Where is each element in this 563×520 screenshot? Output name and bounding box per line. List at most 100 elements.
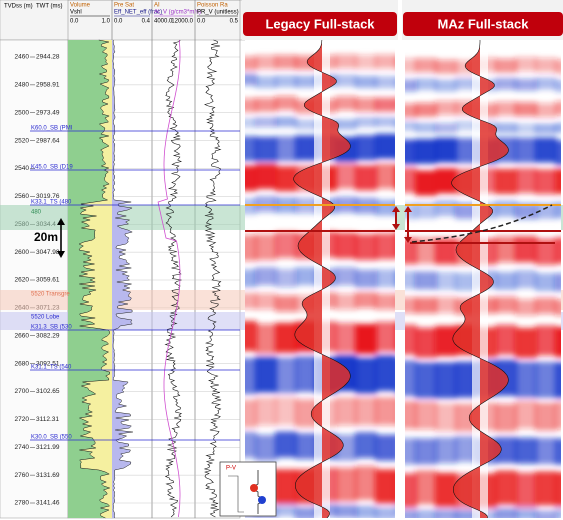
reflection — [375, 76, 397, 88]
reflection — [335, 54, 357, 68]
reflection — [375, 134, 397, 159]
track-title: Pre Sat — [114, 3, 134, 9]
depth-tvdss: 2740 — [15, 444, 30, 451]
reflection — [495, 201, 517, 217]
reflection — [255, 164, 277, 189]
reflection — [515, 236, 537, 262]
reflection — [335, 164, 357, 189]
reflection — [435, 297, 457, 313]
depth-twt: 2987.64 — [36, 137, 60, 144]
reflection — [375, 397, 397, 425]
reflection — [495, 102, 517, 116]
reflection — [355, 292, 377, 308]
reflection — [255, 357, 277, 393]
reflection — [275, 503, 297, 516]
reflection — [375, 164, 397, 189]
depth-tvdss: 2520 — [15, 137, 30, 144]
depth-tvdss: 2680 — [15, 360, 30, 367]
reflection — [495, 272, 517, 290]
reflection — [355, 324, 377, 354]
reflection — [355, 117, 377, 127]
reflection — [415, 103, 437, 117]
reflection — [415, 78, 437, 90]
horizon-label: K30.0_SB (550 — [31, 435, 72, 441]
reflection — [255, 293, 277, 309]
track-min: 4000.0 — [154, 19, 173, 25]
reflection — [355, 165, 377, 190]
reflection — [275, 296, 297, 312]
depth-tvdss: 2480 — [15, 82, 30, 89]
reflection — [515, 299, 537, 315]
reflection — [255, 55, 277, 69]
reflection — [515, 79, 537, 91]
reflection — [495, 59, 517, 73]
reflection — [375, 117, 397, 127]
horizon-label: K45.0_SB (D19 — [31, 165, 73, 171]
reflection — [535, 438, 557, 464]
reflection — [275, 431, 297, 457]
reflection — [375, 322, 397, 352]
track-min: 0.0 — [114, 19, 123, 25]
depth-tvdss: 2600 — [15, 249, 30, 256]
reflection — [335, 75, 357, 87]
depth-tvdss: 2560 — [15, 193, 30, 200]
depth-twt: 3059.61 — [36, 277, 60, 284]
reflection — [295, 76, 317, 88]
reflection — [495, 325, 517, 355]
depth-tvdss: 2620 — [15, 277, 30, 284]
inset-label: P-V — [226, 466, 236, 472]
reflection — [515, 400, 537, 428]
reflection — [415, 401, 437, 429]
reflection — [535, 362, 557, 398]
panel-title: Legacy Full-stack — [265, 16, 375, 31]
reflection — [535, 326, 557, 356]
tvdss-label: TVDss (m) — [4, 4, 33, 10]
reflection — [275, 469, 297, 503]
reflection — [415, 328, 437, 358]
reflection — [535, 298, 557, 314]
reflection — [275, 269, 297, 287]
reflection — [295, 267, 317, 285]
reflection — [335, 505, 357, 518]
reflection — [415, 438, 437, 464]
reflection — [335, 397, 357, 425]
depth-tvdss: 2720 — [15, 416, 30, 423]
horizon-label: K31.1_TS (540 — [31, 365, 72, 371]
depth-tvdss: 2700 — [15, 388, 30, 395]
track-max: 1.0 — [102, 19, 111, 25]
reflection — [355, 466, 377, 500]
reflection — [275, 323, 297, 353]
depth-twt: 3121.99 — [36, 444, 60, 451]
reflection — [255, 324, 277, 354]
reflection — [435, 200, 457, 216]
depth-tvdss: 2460 — [15, 54, 30, 61]
reflection — [495, 78, 517, 90]
track-curve: Vshl — [70, 10, 82, 16]
reflection — [295, 120, 317, 130]
depth-twt: 3102.65 — [36, 388, 60, 395]
scale-label: 20m — [34, 230, 58, 244]
reflection — [375, 98, 397, 112]
reflection — [515, 102, 537, 116]
reflection — [415, 362, 437, 398]
reflection — [535, 103, 557, 117]
well-tie-display: TVDss (m) TWT (ms) VolumeVshl0.01.0Pre S… — [0, 0, 563, 520]
reflection — [355, 270, 377, 288]
reflection — [435, 437, 457, 463]
reflection — [275, 397, 297, 425]
horizon-label: K60.0_SB (PMI — [31, 126, 73, 132]
reflection — [435, 403, 457, 431]
reflection — [415, 271, 437, 289]
depth-twt: 3131.69 — [36, 472, 60, 479]
reflection — [375, 294, 397, 310]
track-title: Volume — [70, 3, 91, 9]
reflection — [275, 232, 297, 258]
reflection — [275, 55, 297, 69]
horizon-label: 480 — [31, 210, 42, 216]
reflection — [355, 397, 377, 425]
reflection — [435, 101, 457, 115]
depth-twt: 2944.28 — [36, 54, 60, 61]
track-title: Poisson Ra — [197, 3, 228, 9]
reflection — [495, 404, 517, 432]
depth-tvdss: 2540 — [15, 165, 30, 172]
